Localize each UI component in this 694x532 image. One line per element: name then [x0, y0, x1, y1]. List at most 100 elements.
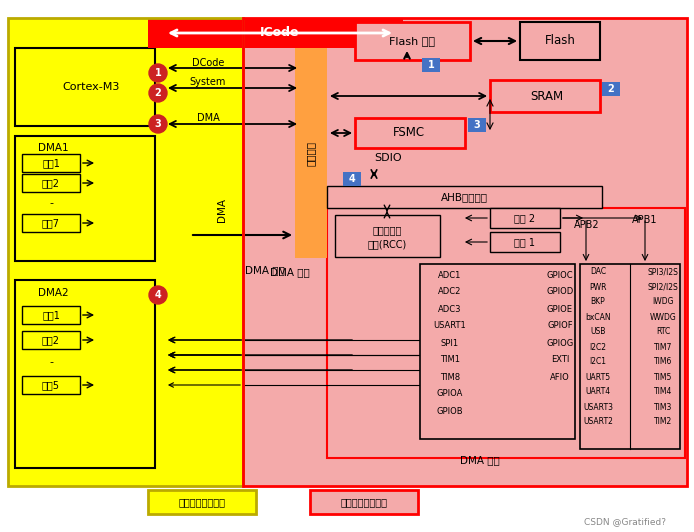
- Text: DCode: DCode: [192, 58, 224, 68]
- Text: TIM8: TIM8: [440, 372, 460, 381]
- Bar: [355, 118, 465, 148]
- Bar: [22, 331, 80, 349]
- Text: 复位和时钟: 复位和时钟: [372, 225, 402, 235]
- Text: 黄色表示驱动单元: 黄色表示驱动单元: [178, 497, 226, 507]
- Bar: [490, 232, 560, 252]
- Text: DMA 请求: DMA 请求: [460, 455, 500, 465]
- Text: 1: 1: [428, 60, 434, 70]
- Text: TIM3: TIM3: [654, 403, 672, 411]
- Text: 粉色表示被动单元: 粉色表示被动单元: [341, 497, 387, 507]
- Bar: [15, 280, 155, 468]
- Text: SPI1: SPI1: [441, 338, 459, 347]
- Bar: [422, 58, 440, 72]
- Text: SPI3/I2S: SPI3/I2S: [648, 268, 679, 277]
- Text: 1: 1: [155, 68, 162, 78]
- Bar: [148, 490, 256, 514]
- Text: I2C2: I2C2: [589, 343, 607, 352]
- Bar: [8, 18, 243, 486]
- Text: 4: 4: [348, 174, 355, 184]
- Text: DMA2: DMA2: [38, 288, 69, 298]
- Bar: [602, 82, 620, 96]
- Text: TIM2: TIM2: [654, 418, 672, 427]
- Text: DAC: DAC: [590, 268, 606, 277]
- Text: -: -: [49, 357, 53, 367]
- Text: DMA: DMA: [217, 198, 227, 222]
- Text: Flash: Flash: [545, 35, 575, 47]
- Text: 通道5: 通道5: [42, 380, 60, 390]
- Text: 桥接 1: 桥接 1: [514, 237, 536, 247]
- Text: TIM7: TIM7: [654, 343, 672, 352]
- Text: 3: 3: [155, 119, 162, 129]
- Text: PWR: PWR: [589, 282, 607, 292]
- Text: 通道2: 通道2: [42, 178, 60, 188]
- Text: 总线矩阵: 总线矩阵: [306, 140, 316, 165]
- Text: GPIOF: GPIOF: [547, 321, 573, 330]
- Text: SRAM: SRAM: [530, 89, 563, 103]
- Bar: [22, 376, 80, 394]
- Text: 通道7: 通道7: [42, 218, 60, 228]
- Text: UART4: UART4: [586, 387, 611, 396]
- Text: APB2: APB2: [574, 220, 600, 230]
- Text: DMA1: DMA1: [38, 143, 69, 153]
- Text: 通道1: 通道1: [42, 158, 60, 168]
- Text: GPIOA: GPIOA: [437, 389, 463, 398]
- Text: ADC3: ADC3: [438, 304, 462, 313]
- Bar: [148, 18, 403, 48]
- Text: I2C1: I2C1: [589, 358, 607, 367]
- Text: GPIOD: GPIOD: [546, 287, 574, 296]
- Text: RTC: RTC: [656, 328, 670, 337]
- Bar: [490, 80, 600, 112]
- Text: USART2: USART2: [583, 418, 613, 427]
- Bar: [327, 186, 602, 208]
- Bar: [355, 22, 470, 60]
- Text: 桥接 2: 桥接 2: [514, 213, 536, 223]
- Text: APB1: APB1: [632, 215, 658, 225]
- Text: EXTI: EXTI: [551, 355, 569, 364]
- Circle shape: [149, 84, 167, 102]
- Bar: [468, 118, 486, 132]
- Text: bxCAN: bxCAN: [585, 312, 611, 321]
- Text: ADC1: ADC1: [439, 270, 462, 279]
- Circle shape: [149, 115, 167, 133]
- Text: System: System: [190, 77, 226, 87]
- Bar: [490, 208, 560, 228]
- Text: TIM4: TIM4: [654, 387, 672, 396]
- Bar: [243, 18, 687, 486]
- Bar: [15, 48, 155, 126]
- Text: Cortex-M3: Cortex-M3: [62, 82, 119, 92]
- Text: 4: 4: [155, 290, 162, 300]
- Text: GPIOG: GPIOG: [546, 338, 574, 347]
- Text: Flash 接口: Flash 接口: [389, 36, 435, 46]
- Bar: [327, 208, 685, 458]
- Bar: [8, 18, 243, 486]
- Bar: [15, 136, 155, 261]
- Text: ADC2: ADC2: [439, 287, 462, 296]
- Text: 3: 3: [473, 120, 480, 130]
- Text: FSMC: FSMC: [393, 127, 425, 139]
- Text: GPIOB: GPIOB: [437, 406, 464, 415]
- Text: SDIO: SDIO: [374, 153, 402, 163]
- Bar: [343, 172, 361, 186]
- Text: USART3: USART3: [583, 403, 613, 411]
- Text: DMA 请求: DMA 请求: [270, 267, 310, 277]
- Circle shape: [149, 64, 167, 82]
- Text: WWDG: WWDG: [650, 312, 677, 321]
- Bar: [22, 174, 80, 192]
- Bar: [310, 490, 418, 514]
- Bar: [335, 215, 440, 257]
- Text: 2: 2: [608, 84, 614, 94]
- Text: ICode: ICode: [260, 27, 300, 39]
- Bar: [22, 306, 80, 324]
- Bar: [295, 48, 327, 258]
- Bar: [22, 214, 80, 232]
- Bar: [22, 154, 80, 172]
- Text: TIM6: TIM6: [654, 358, 672, 367]
- Text: -: -: [49, 198, 53, 208]
- Text: TIM5: TIM5: [654, 372, 672, 381]
- Bar: [420, 264, 575, 439]
- Text: DMA 请求: DMA 请求: [245, 265, 285, 275]
- Text: DMA: DMA: [196, 113, 219, 123]
- Text: TIM1: TIM1: [440, 355, 460, 364]
- Text: GPIOE: GPIOE: [547, 304, 573, 313]
- Text: GPIOC: GPIOC: [547, 270, 573, 279]
